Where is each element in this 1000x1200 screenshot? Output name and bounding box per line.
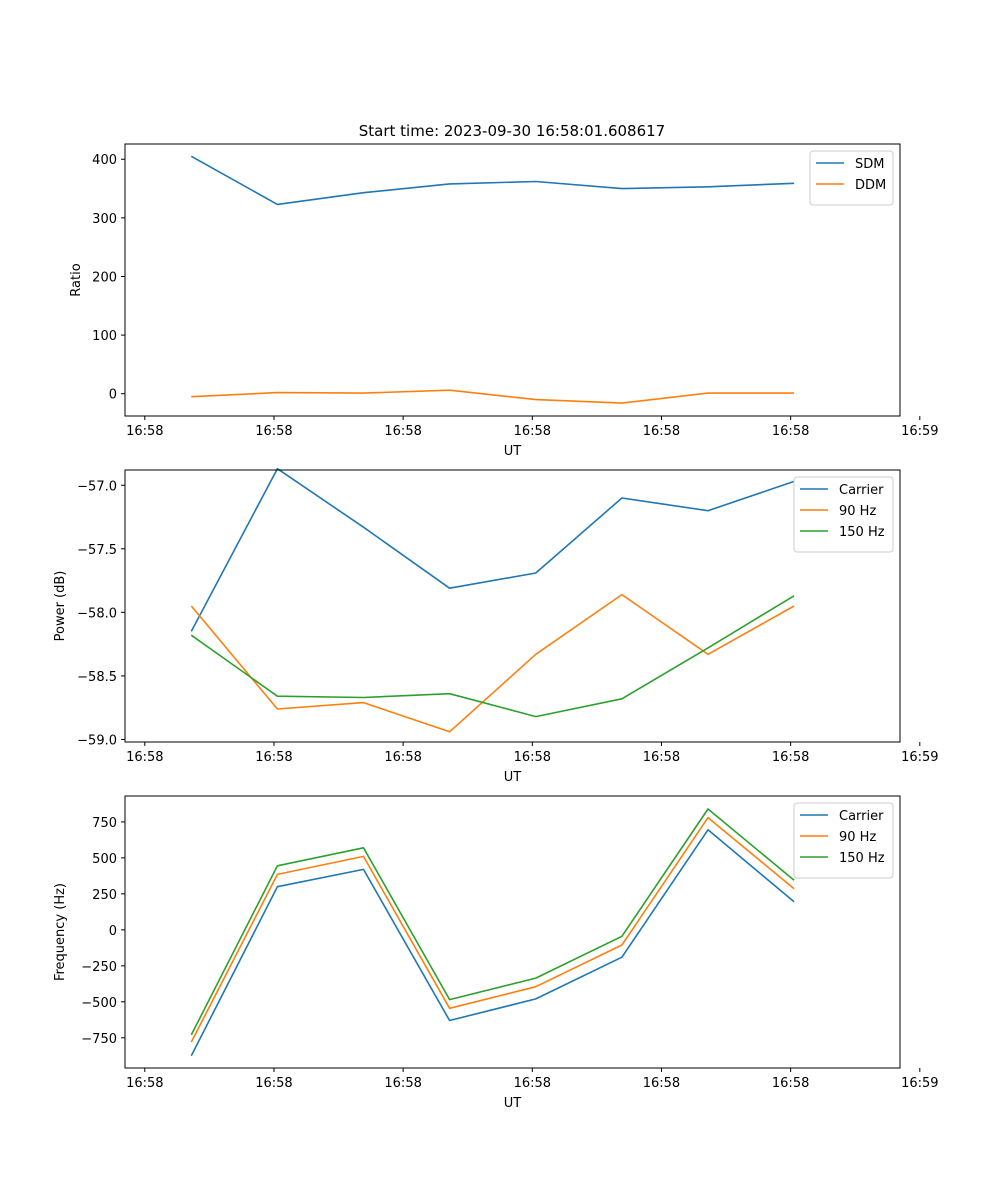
power-legend: Carrier 90 Hz 150 Hz [793,476,894,553]
ratio-legend-label: DDM [855,178,886,193]
frequency-x-tick-label: 16:58 [514,1076,551,1091]
ratio-y-tick-label: 300 [92,212,117,227]
ratio-panel: 16:58 16:58 16:58 16:58 16:58 16:58 16:59 0 100 2… [69,143,939,459]
ratio-series-line-sdm [190,155,795,206]
frequency-legend-label: Carrier [839,809,884,824]
frequency-y-tick-label: −750 [81,1032,117,1047]
frequency-x-tick-label: 16:58 [384,1076,421,1091]
power-series-line-90-hz [190,593,795,733]
frequency-y-axis-label: Frequency (Hz) [53,883,68,981]
ratio-legend-label: SDM [855,157,884,172]
power-legend-label: Carrier [839,483,884,498]
power-x-axis-label: UT [504,770,522,785]
power-y-tick-label: −59.0 [77,733,117,748]
frequency-legend-box [793,802,894,879]
frequency-x-tick-label: 16:58 [772,1076,809,1091]
power-x-tick-label: 16:58 [772,750,809,765]
power-y-tick-label: −57.5 [77,543,117,558]
frequency-y-tick-label: 500 [92,852,117,867]
frequency-panel: 16:58 16:58 16:58 16:58 16:58 16:58 16:59 −750 −… [53,795,939,1111]
power-x-tick-label: 16:58 [384,750,421,765]
frequency-y-tick-label: 250 [92,888,117,903]
power-axes-frame [124,469,901,743]
frequency-legend: Carrier 90 Hz 150 Hz [793,802,894,879]
power-panel: 16:58 16:58 16:58 16:58 16:58 16:58 16:59 −59.0… [53,467,939,785]
ratio-axes-frame [124,143,901,417]
ratio-y-axis-label: Ratio [69,263,84,296]
frequency-y-tick-label: −500 [81,996,117,1011]
power-series-line-150-hz [190,595,795,718]
frequency-axes-frame [124,795,901,1069]
ratio-y-tick-label: 400 [92,153,117,168]
power-y-axis-label: Power (dB) [53,571,68,642]
ratio-series-line-ddm [191,389,795,404]
chart-title: Start time: 2023-09-30 16:58:01.608617 [359,122,665,140]
frequency-legend-label: 90 Hz [839,830,876,845]
frequency-y-tick-label: 0 [109,924,117,939]
ratio-x-tick-label: 16:58 [643,424,680,439]
ratio-y-tick-label: 100 [92,329,117,344]
ratio-legend: SDM DDM [809,150,894,206]
ratio-x-tick-label: 16:58 [384,424,421,439]
power-x-tick-label: 16:58 [514,750,551,765]
frequency-x-axis-label: UT [504,1096,522,1111]
ratio-x-tick-label: 16:58 [126,424,163,439]
power-x-tick-label: 16:59 [901,750,938,765]
power-x-tick-label: 16:58 [126,750,163,765]
frequency-y-tick-label: −250 [81,960,117,975]
power-x-tick-label: 16:58 [255,750,292,765]
ratio-y-tick-label: 200 [92,270,117,285]
power-y-tick-label: −58.5 [77,670,117,685]
frequency-x-tick-label: 16:59 [901,1076,938,1091]
power-series-line-carrier [190,467,795,632]
ratio-x-axis-label: UT [504,444,522,459]
ratio-x-tick-label: 16:58 [255,424,292,439]
ratio-x-tick-label: 16:59 [901,424,938,439]
frequency-x-tick-label: 16:58 [126,1076,163,1091]
frequency-x-tick-label: 16:58 [643,1076,680,1091]
frequency-x-tick-label: 16:58 [255,1076,292,1091]
ratio-y-tick-label: 0 [109,388,117,403]
ratio-legend-box [809,150,894,206]
frequency-legend-label: 150 Hz [839,851,885,866]
power-legend-label: 90 Hz [839,504,876,519]
ratio-x-tick-label: 16:58 [772,424,809,439]
plots: 16:58 16:58 16:58 16:58 16:58 16:58 16:59 0 100 2… [53,143,939,1111]
power-y-tick-label: −58.0 [77,606,117,621]
ratio-x-tick-label: 16:58 [514,424,551,439]
frequency-series-line-150-hz [190,808,795,1036]
power-legend-label: 150 Hz [839,525,885,540]
frequency-y-tick-label: 750 [92,816,117,831]
power-legend-box [793,476,894,553]
frequency-series-line-90-hz [190,816,795,1043]
power-y-tick-label: −57.0 [77,479,117,494]
frequency-series-line-carrier [190,828,795,1057]
power-x-tick-label: 16:58 [643,750,680,765]
